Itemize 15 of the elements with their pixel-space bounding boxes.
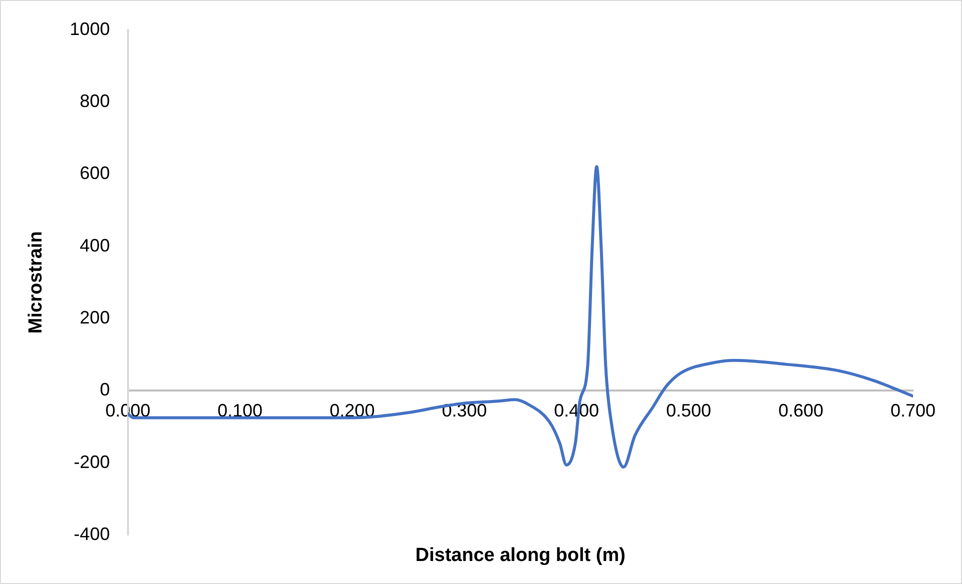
- x-tick-label: 0.700: [890, 400, 936, 420]
- y-tick-label: 800: [80, 90, 110, 111]
- y-tick-label: -200: [74, 452, 110, 472]
- y-axis-title: Microstrain: [26, 231, 47, 334]
- x-tick-label: 0.600: [778, 400, 824, 420]
- y-tick-label: 400: [80, 235, 110, 256]
- y-tick-label: 600: [80, 163, 110, 184]
- x-tick-label: 0.500: [666, 400, 712, 420]
- x-tick-label: 0.200: [330, 400, 375, 420]
- y-tick-label: 200: [80, 307, 110, 328]
- y-tick-label: -400: [74, 524, 110, 544]
- y-tick-label: 1000: [70, 18, 110, 39]
- x-tick-label: 0.100: [217, 400, 263, 420]
- x-axis-title: Distance along bolt (m): [415, 545, 626, 566]
- y-tick-label: 0: [100, 380, 110, 400]
